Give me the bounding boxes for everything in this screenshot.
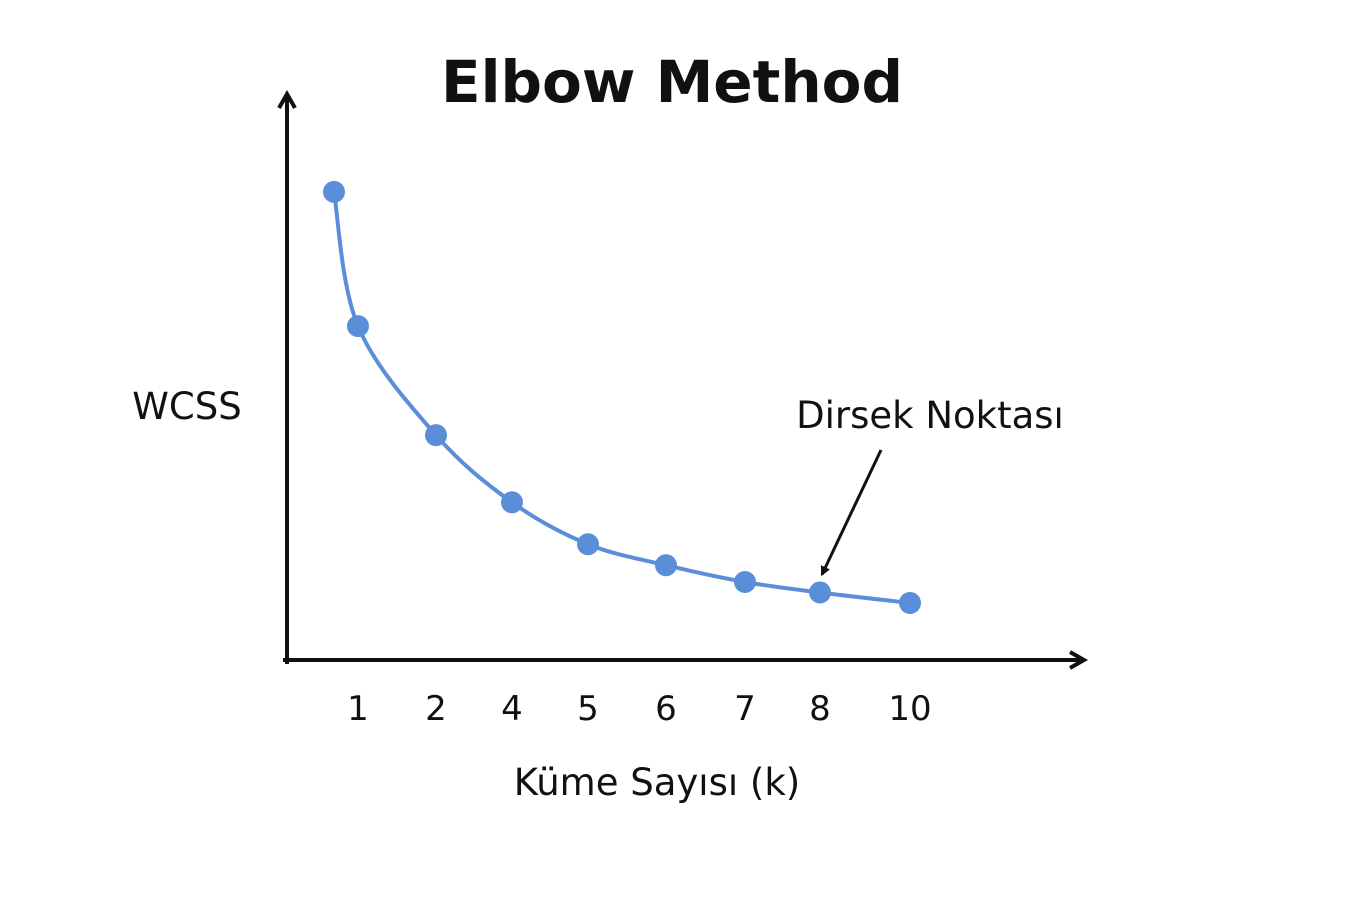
series-line-wcss bbox=[332, 191, 911, 605]
x-tick-labels: 1 2 4 5 6 7 8 10 bbox=[347, 689, 931, 729]
data-point bbox=[577, 533, 599, 556]
x-axis-label: Küme Sayısı (k) bbox=[514, 761, 800, 804]
series-points bbox=[323, 180, 921, 614]
data-point bbox=[655, 554, 677, 577]
x-tick-label: 2 bbox=[425, 689, 447, 729]
elbow-annotation: Dirsek Noktası bbox=[796, 394, 1064, 577]
x-tick-label: 4 bbox=[501, 689, 523, 729]
data-point bbox=[809, 581, 831, 604]
x-tick-label: 8 bbox=[809, 689, 831, 729]
data-point bbox=[347, 315, 369, 338]
y-axis-arrowhead bbox=[277, 89, 297, 109]
x-tick-label: 6 bbox=[655, 689, 677, 729]
x-axis-arrowhead bbox=[1069, 650, 1089, 670]
x-tick-label: 5 bbox=[577, 689, 599, 729]
x-tick-label: 1 bbox=[347, 689, 369, 729]
x-tick-label: 7 bbox=[734, 689, 756, 729]
annotation-label: Dirsek Noktası bbox=[796, 394, 1064, 437]
data-point bbox=[899, 591, 921, 614]
x-tick-label: 10 bbox=[888, 689, 931, 729]
chart-title: Elbow Method bbox=[441, 48, 903, 116]
annotation-arrow bbox=[820, 449, 883, 577]
data-point bbox=[501, 491, 523, 514]
data-point bbox=[734, 570, 756, 593]
y-axis-label: WCSS bbox=[132, 385, 241, 428]
data-point bbox=[425, 424, 447, 447]
data-point bbox=[323, 180, 345, 203]
